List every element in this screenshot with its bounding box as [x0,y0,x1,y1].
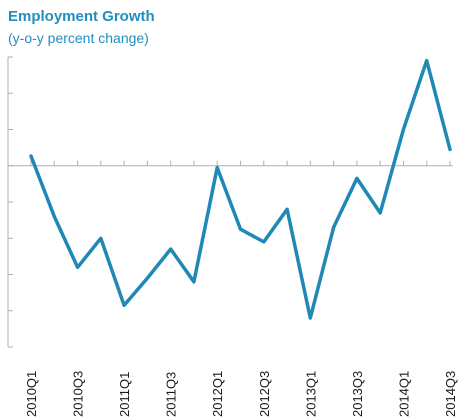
x-tick-label: 2012Q1 [210,371,225,417]
x-tick-label: 2014Q3 [443,371,458,417]
employment-growth-line [29,58,452,320]
x-tick-label: 2010Q3 [71,371,86,417]
x-tick-label: 2011Q1 [117,372,132,417]
chart-title: Employment Growth [8,8,155,25]
x-tick-label: 2011Q3 [164,372,179,417]
y-axis-ticks [8,56,13,348]
x-tick-label: 2010Q1 [24,371,39,417]
x-tick-label: 2013Q3 [350,371,365,417]
x-tick-label: 2013Q1 [303,371,318,417]
x-tick-labels: 2010Q1 2010Q3 2011Q1 2011Q3 2012Q1 2012Q3 2013… [24,371,458,417]
x-axis-ticks [30,160,451,166]
chart-subtitle: (y-o-y percent change) [8,30,149,46]
x-tick-label: 2014Q1 [396,371,411,417]
x-tick-label: 2012Q3 [257,371,272,417]
